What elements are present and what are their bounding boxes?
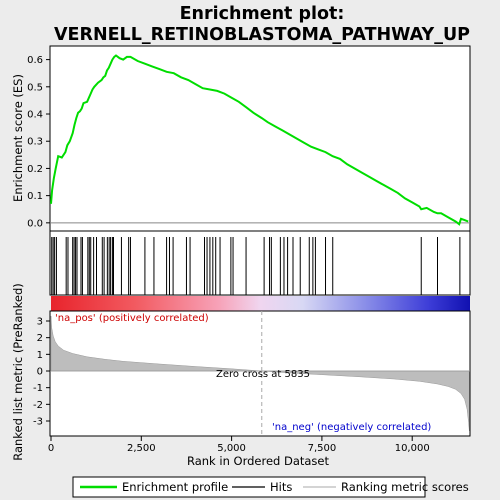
es-y-tick-label: 0.5 [27, 82, 43, 93]
pos-correlated-label: 'na_pos' (positively correlated) [55, 313, 209, 324]
x-tick-label: 0 [48, 443, 54, 454]
es-plot-area [50, 46, 470, 231]
neg-correlated-label: 'na_neg' (negatively correlated) [272, 422, 431, 433]
metric-y-tick-label: 1 [37, 350, 43, 361]
es-y-tick-label: 0.2 [27, 164, 43, 175]
legend-ranking-label: Ranking metric scores [341, 480, 469, 494]
legend-hits-label: Hits [270, 480, 292, 494]
ranking-color-bar [51, 296, 470, 311]
x-tick-label: 5,000 [217, 443, 246, 454]
es-y-tick-label: 0.6 [27, 55, 43, 66]
x-axis-label: Rank in Ordered Dataset [187, 454, 330, 468]
metric-y-tick-label: 0 [37, 367, 43, 378]
metric-y-tick-label: -1 [33, 383, 43, 394]
legend-enrichment-label: Enrichment profile [122, 480, 228, 494]
title-line-1: Enrichment plot: [180, 4, 345, 24]
es-y-tick-label: 0.0 [27, 218, 43, 229]
es-y-tick-label: 0.3 [27, 137, 43, 148]
title-line-2: VERNELL_RETINOBLASTOMA_PATHWAY_UP [54, 25, 470, 45]
x-tick-label: 10,000 [395, 443, 430, 454]
metric-y-axis-label: Ranked list metric (PreRanked) [11, 283, 25, 461]
es-y-axis-label: Enrichment score (ES) [11, 74, 25, 202]
metric-y-tick-label: 3 [37, 317, 43, 328]
x-tick-label: 7,500 [308, 443, 337, 454]
es-y-tick-label: 0.4 [27, 110, 43, 121]
metric-y-tick-label: -3 [33, 417, 43, 428]
es-y-tick-label: 0.1 [27, 191, 43, 202]
zero-cross-label: Zero cross at 5835 [216, 369, 310, 380]
x-tick-label: 2,500 [127, 443, 156, 454]
metric-y-tick-label: -2 [33, 400, 43, 411]
metric-y-tick-label: 2 [37, 333, 43, 344]
